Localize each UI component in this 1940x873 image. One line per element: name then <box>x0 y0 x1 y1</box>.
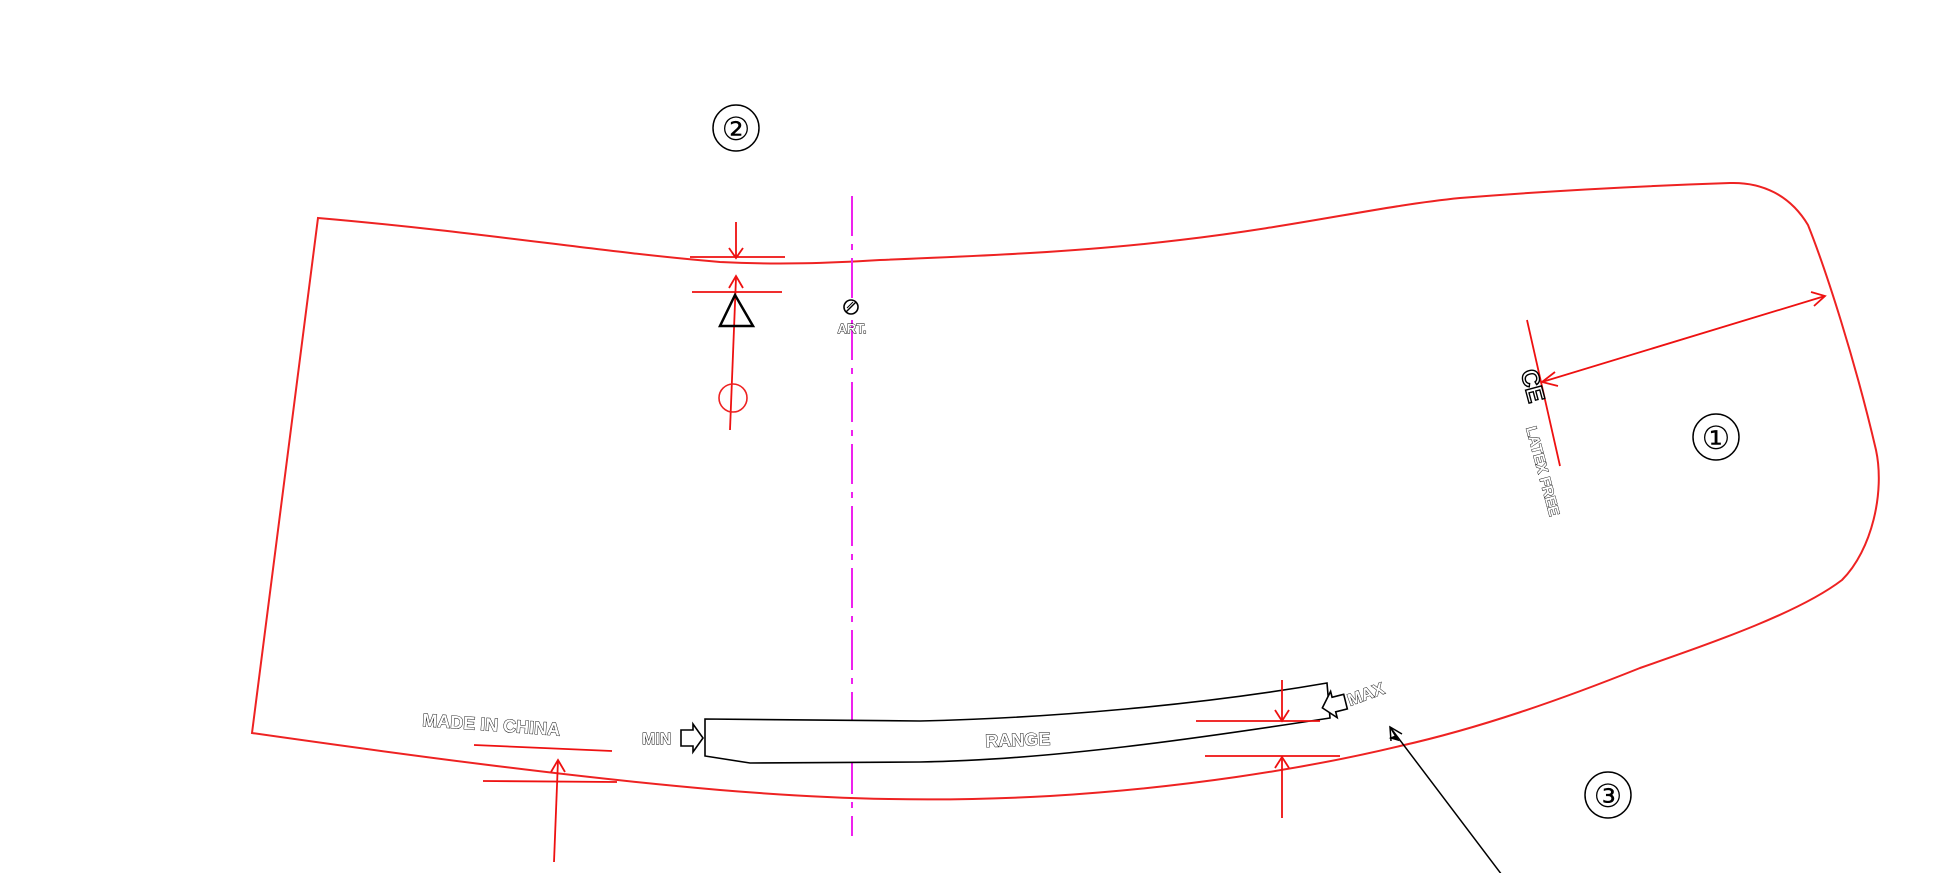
min-label: MIN <box>642 731 671 748</box>
made-in-china-label: MADE IN CHINA <box>422 710 561 740</box>
max-label: MAX <box>1345 679 1388 710</box>
callout-2: ② <box>712 104 760 152</box>
callout-3-label: ③ <box>1594 778 1623 814</box>
ce-mark-group: CE <box>1514 366 1550 407</box>
ce-mark-label: CE <box>1515 366 1550 405</box>
range-label: RANGE <box>985 729 1051 751</box>
callout-3: ③ <box>1584 771 1632 819</box>
callout-2-label: ② <box>722 111 751 147</box>
made-in-china-group: MADE IN CHINA <box>421 710 561 740</box>
right-dimension <box>1526 291 1827 467</box>
max-marker: MAX <box>1321 678 1388 720</box>
callout-1-label: ① <box>1702 420 1731 456</box>
part-outline <box>250 181 1880 801</box>
callout-1: ① <box>1692 413 1740 461</box>
range-indicator: RANGE <box>704 682 1331 764</box>
art-label: ART. <box>838 321 867 336</box>
triangle-symbol <box>718 292 756 328</box>
latex-free-group: LATEX FREE <box>1522 424 1563 518</box>
bottom-left-dimension <box>473 744 618 863</box>
callout-3-leader <box>1388 725 1502 873</box>
top-dimension <box>690 222 785 431</box>
art-marker: ART. <box>837 299 867 336</box>
min-marker: MIN <box>642 721 704 755</box>
range-dimension <box>1196 680 1340 818</box>
latex-free-label: LATEX FREE <box>1522 425 1562 518</box>
pin-circle <box>718 383 748 413</box>
